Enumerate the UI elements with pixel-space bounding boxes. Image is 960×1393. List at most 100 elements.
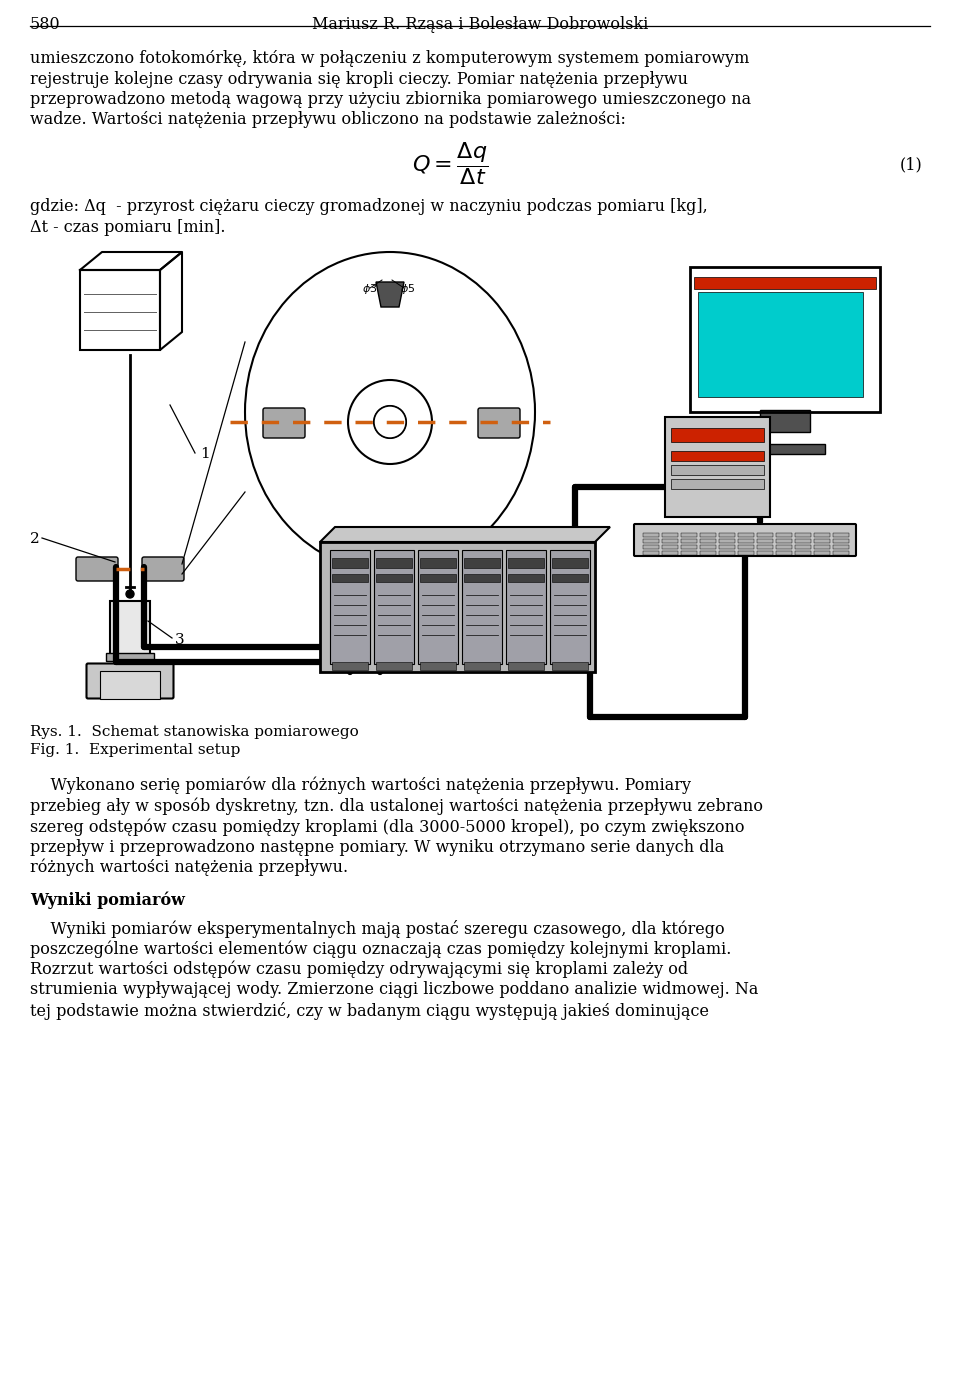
Bar: [464, 574, 500, 582]
Bar: [719, 552, 735, 554]
Text: umieszczono fotokomórkę, która w połączeniu z komputerowym systemem pomiarowym: umieszczono fotokomórkę, która w połąc…: [30, 50, 750, 67]
Bar: [420, 574, 456, 582]
Bar: [776, 539, 792, 543]
Bar: [508, 574, 544, 582]
Bar: [464, 559, 500, 568]
Bar: [776, 552, 792, 554]
Bar: [508, 559, 544, 568]
Bar: [795, 545, 811, 549]
Text: Δt - czas pomiaru [min].: Δt - czas pomiaru [min].: [30, 219, 226, 235]
Text: szereg odstępów czasu pomiędzy kroplami (dla 3000-5000 kropel), po czym zwiększo: szereg odstępów czasu pomiędzy kroplami …: [30, 818, 745, 836]
FancyBboxPatch shape: [263, 408, 305, 437]
Bar: [757, 552, 773, 554]
Bar: [738, 545, 754, 549]
Bar: [814, 552, 830, 554]
Bar: [552, 662, 588, 670]
Bar: [700, 545, 716, 549]
Bar: [508, 662, 544, 670]
Bar: [814, 545, 830, 549]
Text: Wykonano serię pomiarów dla różnych wartości natężenia przepływu. Pomiary: Wykonano serię pomiarów dla różnych wart…: [30, 777, 691, 794]
Bar: [506, 550, 546, 664]
Ellipse shape: [245, 252, 535, 573]
Bar: [776, 534, 792, 536]
Bar: [690, 267, 880, 412]
Bar: [719, 539, 735, 543]
Text: przepływ i przeprowadzono następne pomiary. W wyniku otrzymano serie danych dla: przepływ i przeprowadzono następne pomia…: [30, 839, 724, 855]
FancyBboxPatch shape: [86, 663, 174, 698]
Bar: [662, 552, 678, 554]
Text: poszczególne wartości elementów ciągu oznaczają czas pomiędzy kolejnymi kroplami: poszczególne wartości elementów ciągu oz…: [30, 940, 732, 958]
Bar: [681, 545, 697, 549]
Bar: [833, 539, 849, 543]
Bar: [643, 534, 659, 536]
FancyBboxPatch shape: [76, 557, 118, 581]
Bar: [795, 534, 811, 536]
Text: 3: 3: [175, 632, 184, 646]
Bar: [662, 534, 678, 536]
Text: gdzie: Δq  - przyrost ciężaru cieczy gromadzonej w naczyniu podczas pomiaru [kg]: gdzie: Δq - przyrost ciężaru cieczy grom…: [30, 198, 708, 215]
Bar: [719, 534, 735, 536]
Bar: [795, 539, 811, 543]
Bar: [332, 662, 368, 670]
Bar: [719, 545, 735, 549]
Bar: [374, 550, 414, 664]
Bar: [671, 451, 764, 461]
Text: 1: 1: [200, 447, 209, 461]
Bar: [776, 545, 792, 549]
Bar: [681, 539, 697, 543]
Bar: [80, 270, 160, 350]
Text: (1): (1): [900, 156, 923, 173]
Bar: [757, 534, 773, 536]
Bar: [757, 539, 773, 543]
Text: Mariusz R. Rząsa i Bolesław Dobrowolski: Mariusz R. Rząsa i Bolesław Dobrowolski: [312, 15, 648, 33]
Bar: [671, 428, 764, 442]
Text: przeprowadzono metodą wagową przy użyciu zbiornika pomiarowego umieszczonego na: przeprowadzono metodą wagową przy użyciu…: [30, 91, 751, 109]
Bar: [643, 539, 659, 543]
Text: wadze. Wartości natężenia przepływu obliczono na podstawie zależności:: wadze. Wartości natężenia przepływu obli…: [30, 111, 626, 128]
Text: różnych wartości natężenia przepływu.: różnych wartości natężenia przepływu.: [30, 859, 348, 876]
Bar: [700, 539, 716, 543]
Bar: [698, 293, 863, 397]
Bar: [643, 552, 659, 554]
Text: 2: 2: [30, 532, 39, 546]
Bar: [110, 600, 150, 656]
Bar: [814, 539, 830, 543]
Bar: [332, 559, 368, 568]
Bar: [376, 662, 412, 670]
Text: Fig. 1.  Experimental setup: Fig. 1. Experimental setup: [30, 742, 240, 756]
FancyBboxPatch shape: [142, 557, 184, 581]
Text: rejestruje kolejne czasy odrywania się kropli cieczy. Pomiar natężenia przepływu: rejestruje kolejne czasy odrywania się k…: [30, 71, 688, 88]
Bar: [745, 444, 825, 454]
Bar: [833, 534, 849, 536]
Bar: [376, 559, 412, 568]
Text: przebieg ały w sposób dyskretny, tzn. dla ustalonej wartości natężenia przepływu: przebieg ały w sposób dyskretny, tzn. dl…: [30, 798, 763, 815]
Polygon shape: [376, 281, 404, 306]
Text: Rys. 1.  Schemat stanowiska pomiarowego: Rys. 1. Schemat stanowiska pomiarowego: [30, 724, 359, 740]
Text: Wyniki pomiarów: Wyniki pomiarów: [30, 892, 185, 910]
FancyBboxPatch shape: [478, 408, 520, 437]
Bar: [671, 465, 764, 475]
Text: Rozrzut wartości odstępów czasu pomiędzy odrywającymi się kroplami zależy od: Rozrzut wartości odstępów czasu pomiędzy…: [30, 961, 688, 978]
Bar: [662, 545, 678, 549]
Circle shape: [374, 405, 406, 437]
Bar: [681, 534, 697, 536]
Bar: [833, 552, 849, 554]
Bar: [738, 552, 754, 554]
Bar: [795, 552, 811, 554]
Text: 580: 580: [30, 15, 60, 33]
Bar: [552, 574, 588, 582]
Bar: [376, 574, 412, 582]
Bar: [643, 545, 659, 549]
Bar: [552, 559, 588, 568]
Bar: [462, 550, 502, 664]
Bar: [833, 545, 849, 549]
Bar: [694, 277, 876, 288]
FancyBboxPatch shape: [634, 524, 856, 556]
Polygon shape: [320, 527, 610, 542]
Bar: [550, 550, 590, 664]
Bar: [420, 559, 456, 568]
Bar: [757, 545, 773, 549]
Text: strumienia wypływającej wody. Zmierzone ciągi liczbowe poddano analizie widmowej: strumienia wypływającej wody. Zmierzone …: [30, 982, 758, 999]
Text: $\phi$3: $\phi$3: [362, 281, 377, 295]
Text: Wyniki pomiarów eksperymentalnych mają postać szeregu czasowego, dla którego: Wyniki pomiarów eksperymentalnych mają p…: [30, 919, 725, 937]
